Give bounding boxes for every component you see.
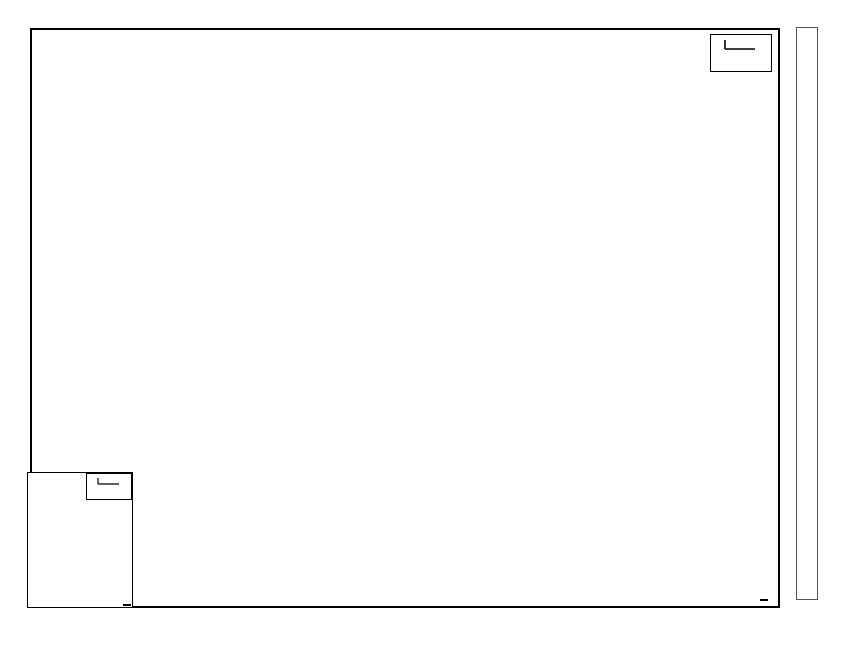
inset-windbarb-icon — [97, 478, 119, 485]
inset-scale-label — [123, 604, 131, 606]
weather-field-canvas — [32, 30, 778, 606]
inset-windbarb-legend — [86, 473, 132, 500]
map-plot-area[interactable] — [30, 28, 780, 608]
map-scale-label — [760, 599, 768, 601]
colorbar[interactable] — [796, 27, 818, 600]
windbarb-legend — [710, 34, 772, 72]
inset-map-south-china-sea[interactable] — [27, 472, 133, 608]
windbarb-icon — [724, 40, 755, 50]
